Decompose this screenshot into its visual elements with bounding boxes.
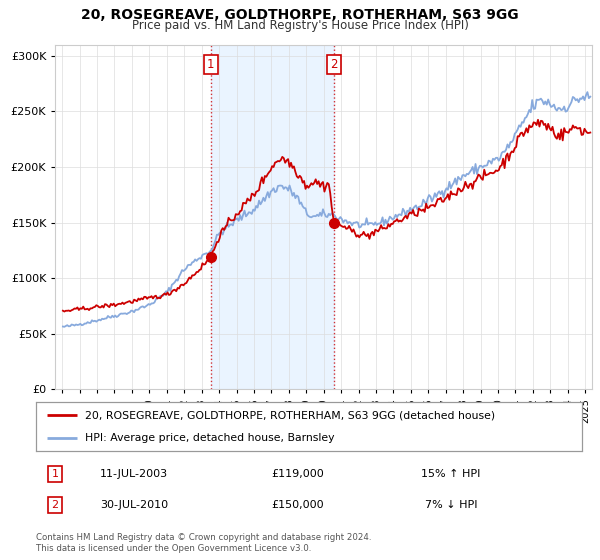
- Text: 20, ROSEGREAVE, GOLDTHORPE, ROTHERHAM, S63 9GG (detached house): 20, ROSEGREAVE, GOLDTHORPE, ROTHERHAM, S…: [85, 410, 495, 421]
- Text: Price paid vs. HM Land Registry's House Price Index (HPI): Price paid vs. HM Land Registry's House …: [131, 19, 469, 32]
- Text: 30-JUL-2010: 30-JUL-2010: [100, 500, 169, 510]
- Text: 11-JUL-2003: 11-JUL-2003: [100, 469, 169, 479]
- Text: HPI: Average price, detached house, Barnsley: HPI: Average price, detached house, Barn…: [85, 433, 335, 444]
- Text: 15% ↑ HPI: 15% ↑ HPI: [421, 469, 481, 479]
- Text: 2: 2: [52, 500, 59, 510]
- Text: £150,000: £150,000: [272, 500, 325, 510]
- Text: 2: 2: [330, 58, 338, 71]
- Text: £119,000: £119,000: [272, 469, 325, 479]
- Bar: [211, 45, 334, 389]
- Text: 7% ↓ HPI: 7% ↓ HPI: [425, 500, 477, 510]
- Text: 1: 1: [52, 469, 59, 479]
- Text: Contains HM Land Registry data © Crown copyright and database right 2024.
This d: Contains HM Land Registry data © Crown c…: [36, 533, 371, 553]
- Text: 1: 1: [207, 58, 215, 71]
- Text: 20, ROSEGREAVE, GOLDTHORPE, ROTHERHAM, S63 9GG: 20, ROSEGREAVE, GOLDTHORPE, ROTHERHAM, S…: [81, 8, 519, 22]
